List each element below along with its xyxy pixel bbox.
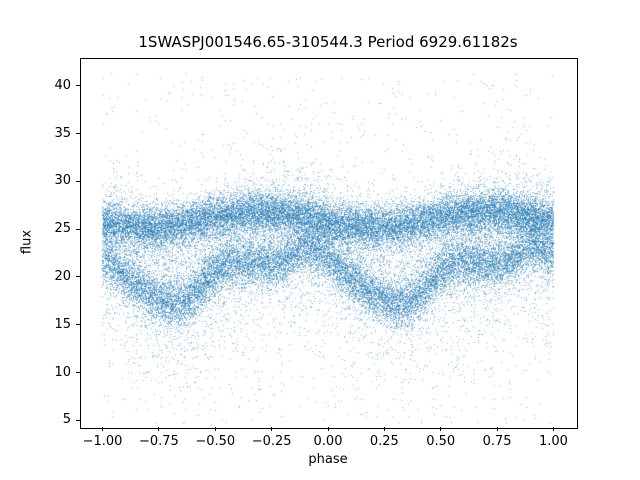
x-tick-mark	[496, 427, 498, 431]
y-tick-label: 25	[54, 221, 71, 237]
x-tick-label: −0.75	[138, 434, 179, 449]
y-tick-mark	[76, 276, 80, 278]
y-tick-mark	[76, 228, 80, 230]
chart-title: 1SWASPJ001546.65-310544.3 Period 6929.61…	[138, 33, 518, 51]
y-tick-label: 35	[54, 125, 71, 141]
y-tick-mark	[76, 324, 80, 326]
x-tick-label: 0.00	[313, 434, 343, 449]
x-axis-label: phase	[308, 452, 348, 467]
x-tick-mark	[552, 427, 554, 431]
y-tick-label: 5	[62, 412, 71, 428]
x-tick-label: 0.50	[426, 434, 456, 449]
x-tick-label: 0.25	[369, 434, 399, 449]
y-tick-label: 10	[54, 364, 71, 380]
y-tick-mark	[76, 133, 80, 135]
x-tick-mark	[158, 427, 160, 431]
x-tick-label: −0.25	[251, 434, 292, 449]
y-tick-mark	[76, 180, 80, 182]
x-tick-label: −0.50	[195, 434, 236, 449]
y-tick-label: 40	[54, 77, 71, 93]
x-tick-mark	[440, 427, 442, 431]
y-axis-label: flux	[19, 229, 35, 255]
scatter-points-canvas	[80, 58, 576, 427]
x-tick-label: 1.00	[538, 434, 568, 449]
y-tick-mark	[76, 419, 80, 421]
y-tick-label: 30	[54, 173, 71, 189]
x-tick-mark	[383, 427, 385, 431]
y-tick-mark	[76, 85, 80, 87]
x-tick-mark	[214, 427, 216, 431]
y-tick-label: 15	[54, 316, 71, 332]
y-tick-mark	[76, 372, 80, 373]
y-tick-label: 20	[54, 268, 71, 284]
x-tick-mark	[102, 427, 104, 431]
x-tick-mark	[271, 427, 273, 431]
x-tick-mark	[327, 427, 329, 431]
x-tick-label: −1.00	[82, 434, 123, 449]
x-tick-label: 0.75	[482, 434, 512, 449]
